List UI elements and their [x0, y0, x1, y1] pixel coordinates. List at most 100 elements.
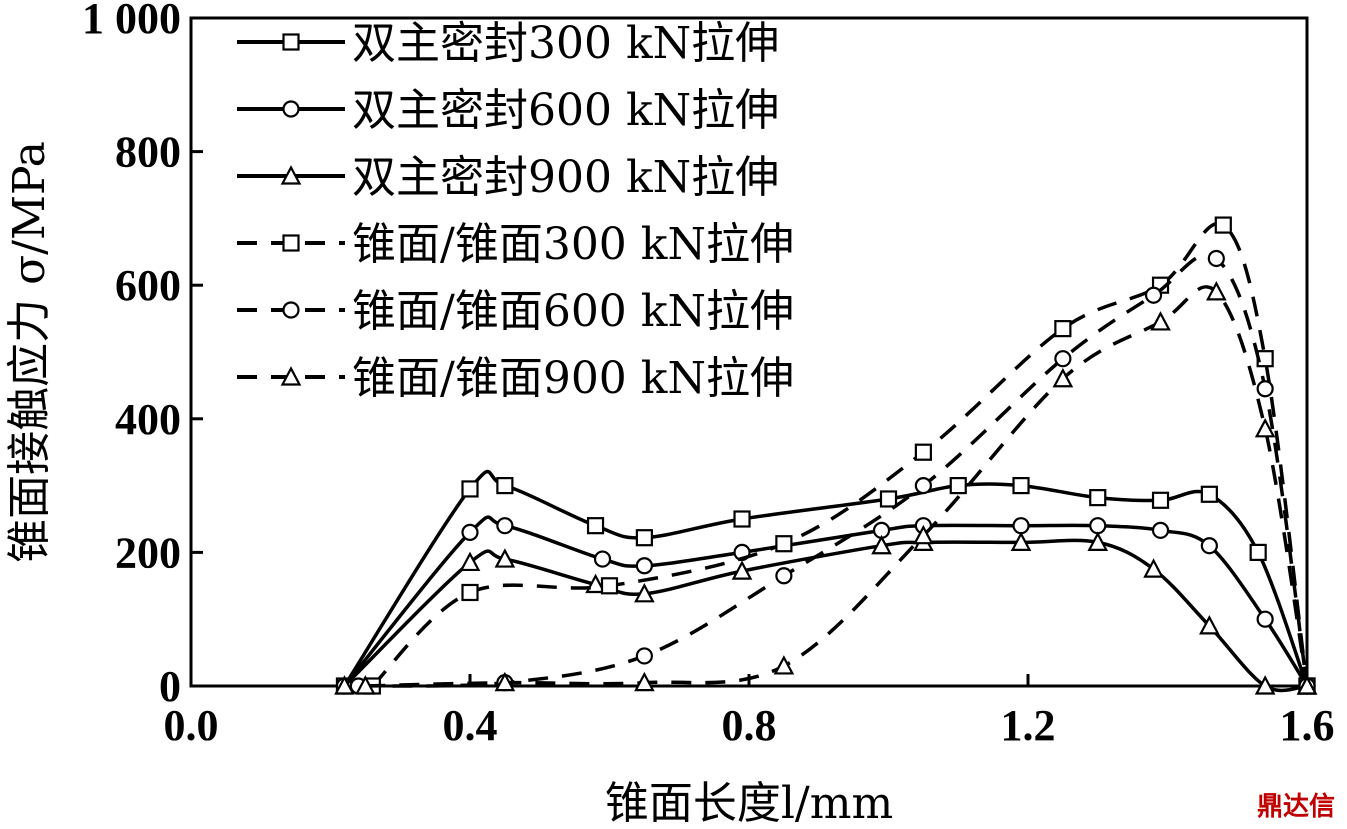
- x-tick-label: 1.6: [1280, 701, 1335, 750]
- series-line: [371, 221, 1309, 688]
- data-point: [1256, 610, 1274, 628]
- legend-marker: [282, 100, 300, 118]
- legend-item: 双主密封300 kN拉伸: [237, 18, 779, 69]
- legend-marker: [280, 366, 302, 386]
- legend-item: 双主密封900 kN拉伸: [237, 152, 779, 203]
- data-point: [879, 490, 898, 508]
- y-tick-label: 0: [159, 662, 181, 711]
- watermark-logo: 鼎达信: [1256, 792, 1335, 822]
- series-2: [335, 515, 1316, 695]
- data-point: [635, 647, 653, 665]
- data-point: [635, 529, 653, 547]
- legend-marker: [280, 165, 302, 185]
- data-point: [461, 523, 479, 541]
- data-point: [1256, 380, 1274, 398]
- data-point: [914, 443, 932, 461]
- data-point: [459, 551, 481, 572]
- data-point: [461, 480, 479, 498]
- data-point: [1207, 249, 1225, 268]
- series-line: [343, 515, 1309, 688]
- data-point: [775, 567, 793, 585]
- data-point: [1214, 216, 1232, 234]
- data-point: [1150, 311, 1171, 331]
- y-tick-label: 600: [115, 261, 181, 310]
- y-tick-label: 1 000: [82, 0, 181, 43]
- y-axis-title: 锥面接触应力 σ/MPa: [4, 141, 55, 563]
- legend-label: 锥面/锥面300 kN拉伸: [352, 219, 794, 270]
- data-point: [1010, 531, 1032, 551]
- data-point: [634, 671, 655, 692]
- data-point: [1249, 543, 1267, 562]
- legend-label: 双主密封900 kN拉伸: [352, 152, 779, 203]
- data-point: [1052, 367, 1074, 388]
- data-point: [634, 582, 655, 603]
- data-point: [334, 675, 355, 695]
- data-point: [1144, 286, 1163, 304]
- tick-labels: 0.0 0.4 0.8 1.2 1.6 0 200 400 600 800 1 000: [82, 0, 1335, 750]
- data-point: [1012, 517, 1030, 535]
- data-point: [775, 535, 793, 553]
- data-point: [1254, 417, 1276, 438]
- data-point: [733, 510, 751, 528]
- data-point: [773, 655, 795, 675]
- x-tick-label: 1.2: [1001, 701, 1056, 750]
- data-point: [1089, 489, 1107, 507]
- data-point: [461, 583, 479, 602]
- data-point: [731, 560, 753, 580]
- legend-item: 锥面/锥面300 kN拉伸: [237, 219, 794, 270]
- data-point: [949, 477, 967, 495]
- data-point: [1087, 531, 1109, 551]
- y-tick-label: 200: [115, 528, 181, 577]
- data-point: [1200, 485, 1218, 503]
- x-tick-label: 0.0: [164, 701, 219, 750]
- series-5: [349, 249, 1316, 695]
- data-point: [635, 557, 653, 575]
- series-line: [358, 252, 1309, 688]
- legend-item: 锥面/锥面900 kN拉伸: [237, 353, 794, 404]
- legend-label: 锥面/锥面900 kN拉伸: [352, 353, 794, 404]
- data-point: [1143, 558, 1164, 578]
- legend-label: 双主密封300 kN拉伸: [352, 18, 779, 69]
- data-point: [586, 517, 605, 535]
- data-point: [496, 517, 514, 535]
- x-tick-label: 0.8: [722, 701, 777, 750]
- data-point: [600, 577, 619, 595]
- legend-label: 双主密封600 kN拉伸: [352, 85, 779, 136]
- data-point: [913, 524, 934, 545]
- data-point: [1054, 320, 1072, 338]
- legend-label: 锥面/锥面600 kN拉伸: [352, 286, 794, 337]
- data-point: [1151, 521, 1170, 539]
- data-point: [593, 550, 612, 568]
- data-point: [496, 477, 514, 495]
- data-point: [1089, 517, 1107, 535]
- data-point: [1199, 615, 1220, 635]
- data-point: [494, 671, 516, 692]
- y-tick-label: 800: [115, 128, 181, 177]
- legend-marker: [282, 234, 300, 252]
- data-point: [871, 534, 892, 555]
- series-line: [343, 538, 1308, 693]
- data-point: [1205, 281, 1227, 301]
- data-point: [1151, 491, 1170, 509]
- data-point: [585, 573, 606, 594]
- data-point: [494, 548, 516, 568]
- series-line: [365, 285, 1309, 688]
- data-point: [914, 477, 932, 495]
- data-point: [1012, 477, 1030, 495]
- data-point: [1296, 675, 1318, 695]
- x-tick-label: 0.4: [443, 701, 498, 750]
- data-point: [1200, 537, 1218, 555]
- x-axis-title: 锥面长度l/mm: [605, 778, 893, 829]
- legend-marker: [282, 33, 300, 51]
- series-3: [334, 531, 1318, 695]
- data-point: [1254, 675, 1276, 695]
- data-point: [1054, 350, 1072, 368]
- y-tick-label: 400: [115, 395, 181, 444]
- data-point: [355, 675, 376, 695]
- legend-marker: [282, 301, 300, 319]
- series-layer: [334, 216, 1318, 695]
- series-6: [355, 281, 1318, 695]
- legend-item: 双主密封600 kN拉伸: [237, 85, 779, 136]
